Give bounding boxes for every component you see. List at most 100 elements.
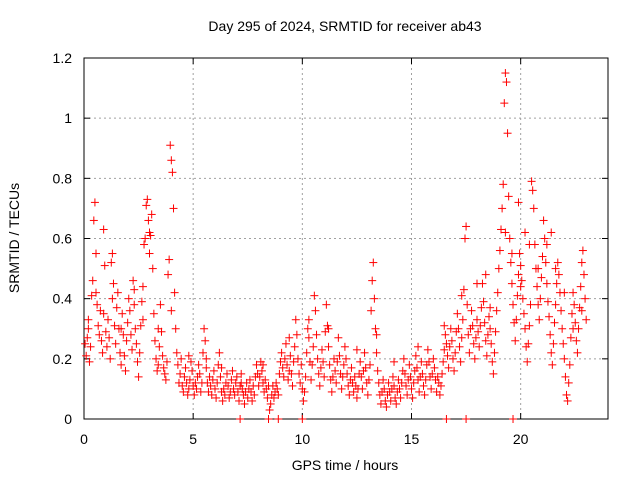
data-point [347, 363, 356, 372]
data-point [164, 270, 173, 279]
data-point [227, 375, 236, 384]
data-point [382, 402, 391, 411]
data-point [467, 306, 476, 315]
data-point [111, 339, 120, 348]
data-point [519, 309, 528, 318]
data-point [149, 309, 158, 318]
data-point [311, 306, 320, 315]
data-point [551, 264, 560, 273]
data-point [455, 342, 464, 351]
data-point [168, 168, 177, 177]
data-point [492, 306, 501, 315]
data-point [386, 396, 395, 405]
data-point [443, 351, 452, 360]
data-point [158, 351, 167, 360]
data-point [254, 381, 263, 390]
data-point [535, 315, 544, 324]
data-point [132, 339, 141, 348]
data-point [240, 399, 249, 408]
data-point [439, 357, 448, 366]
data-point [304, 333, 313, 342]
data-point [302, 348, 311, 357]
data-point [549, 339, 558, 348]
data-point [137, 297, 146, 306]
data-point [84, 324, 93, 333]
data-point [236, 415, 245, 423]
data-point [235, 396, 244, 405]
data-point [250, 390, 259, 399]
data-point [521, 228, 530, 237]
data-point [195, 369, 204, 378]
data-point [180, 372, 189, 381]
data-point [83, 333, 92, 342]
data-point [108, 294, 117, 303]
data-point [190, 390, 199, 399]
data-point [261, 375, 270, 384]
data-point [328, 372, 337, 381]
data-point [368, 276, 377, 285]
data-point [153, 366, 162, 375]
data-point [479, 297, 488, 306]
data-point [181, 363, 190, 372]
data-point [167, 306, 176, 315]
data-point [429, 354, 438, 363]
data-point [380, 384, 389, 393]
data-point [185, 375, 194, 384]
data-point [483, 330, 492, 339]
data-point [154, 360, 163, 369]
data-point [435, 390, 444, 399]
data-point [349, 387, 358, 396]
data-point [273, 384, 282, 393]
chart-title: Day 295 of 2024, SRMTID for receiver ab4… [208, 18, 481, 34]
data-point [90, 198, 99, 207]
data-point [310, 291, 319, 300]
data-point [392, 399, 401, 408]
data-point [316, 363, 325, 372]
data-point [92, 249, 101, 258]
x-tick-label: 20 [513, 431, 529, 447]
data-point [281, 339, 290, 348]
data-point [309, 342, 318, 351]
data-point [524, 339, 533, 348]
data-point [217, 363, 226, 372]
data-point [152, 354, 161, 363]
data-point [537, 273, 546, 282]
data-point [509, 300, 518, 309]
data-point [405, 360, 414, 369]
data-point [361, 363, 370, 372]
data-point [473, 315, 481, 324]
data-point [526, 300, 535, 309]
data-point [507, 279, 516, 288]
data-point [117, 324, 126, 333]
data-point [399, 354, 408, 363]
data-point [89, 216, 98, 225]
data-point [411, 351, 420, 360]
data-point [274, 415, 283, 423]
data-point [395, 384, 404, 393]
data-point [514, 198, 523, 207]
data-point [99, 225, 108, 234]
data-point [162, 357, 171, 366]
data-point [275, 369, 284, 378]
data-point [224, 381, 233, 390]
data-point [534, 264, 543, 273]
data-point [457, 333, 466, 342]
data-point [334, 333, 343, 342]
data-point [528, 186, 537, 195]
data-point [572, 336, 581, 345]
data-point [517, 276, 526, 285]
data-point [128, 345, 137, 354]
data-point [511, 336, 520, 345]
data-point [161, 375, 170, 384]
data-point [546, 330, 555, 339]
data-point [563, 396, 572, 405]
data-point [547, 348, 556, 357]
data-point [343, 369, 352, 378]
data-point [266, 399, 275, 408]
data-point [110, 321, 119, 330]
data-point [476, 321, 485, 330]
data-point [165, 255, 174, 264]
data-point [458, 315, 467, 324]
data-point [138, 282, 147, 291]
